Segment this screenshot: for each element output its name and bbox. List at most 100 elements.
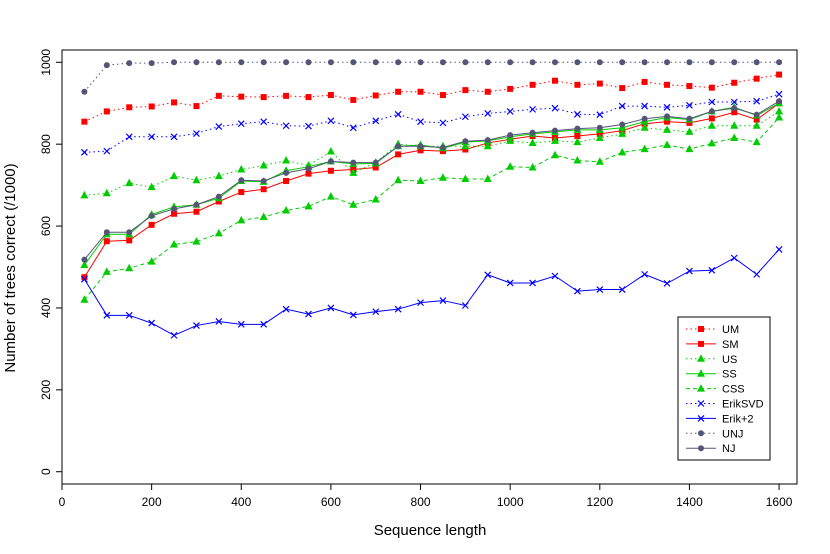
- data-point: [753, 59, 760, 66]
- data-point: [215, 59, 222, 66]
- x-marker-stroke: [439, 119, 447, 127]
- data-point: [439, 144, 446, 151]
- legend-label: SS: [722, 369, 737, 381]
- data-point: [619, 121, 626, 128]
- data-point: [395, 143, 402, 150]
- data-point: [394, 305, 402, 313]
- data-point: [148, 60, 155, 67]
- x-marker-stroke: [237, 120, 245, 128]
- data-point: [327, 92, 334, 99]
- legend-marker: [697, 384, 705, 392]
- data-point: [619, 59, 626, 66]
- data-point: [417, 147, 424, 154]
- x-marker-stroke: [596, 111, 604, 119]
- data-point: [529, 279, 537, 287]
- data-point: [327, 304, 335, 312]
- data-point: [305, 122, 312, 130]
- series-layer: [80, 59, 784, 339]
- data-point: [102, 188, 111, 197]
- data-point: [81, 88, 88, 95]
- x-marker-stroke: [573, 287, 581, 295]
- data-point: [573, 287, 581, 295]
- x-marker-stroke: [775, 90, 783, 98]
- x-marker-stroke: [417, 118, 424, 126]
- data-point: [730, 98, 738, 106]
- x-marker-stroke: [193, 322, 200, 329]
- data-point: [305, 170, 312, 177]
- data-point: [619, 85, 626, 92]
- data-point: [484, 59, 491, 66]
- data-point: [260, 320, 268, 328]
- x-marker-stroke: [80, 275, 88, 283]
- data-point: [664, 81, 671, 88]
- data-point: [148, 212, 155, 219]
- data-point: [282, 122, 290, 130]
- y-tick-label: 400: [39, 298, 53, 318]
- data-point: [126, 60, 133, 67]
- data-point: [305, 94, 312, 101]
- data-point: [507, 59, 514, 66]
- data-point: [484, 137, 491, 144]
- data-point: [595, 157, 604, 165]
- data-point: [461, 141, 470, 150]
- data-point: [506, 162, 515, 170]
- legend: UM SM US SS CSS ErikSVD Erik+2 UNJ NJ: [677, 316, 771, 461]
- series-line: [84, 102, 780, 266]
- x-tick-label: 1000: [497, 495, 524, 509]
- data-point: [574, 81, 581, 88]
- data-point: [686, 119, 693, 126]
- data-point: [171, 210, 178, 217]
- data-point: [641, 78, 648, 85]
- data-point: [170, 239, 179, 248]
- data-point: [708, 59, 715, 66]
- data-point: [439, 59, 446, 66]
- series-sm: [81, 100, 783, 281]
- series-line: [84, 93, 780, 153]
- data-point: [126, 237, 133, 244]
- data-point: [663, 140, 672, 148]
- data-point: [372, 159, 379, 166]
- data-point: [686, 59, 693, 66]
- data-point: [507, 85, 514, 92]
- series-um: [81, 71, 783, 125]
- legend-marker: [697, 400, 705, 407]
- data-point: [708, 115, 715, 122]
- data-point: [640, 123, 649, 131]
- data-point: [776, 71, 783, 78]
- data-point: [147, 257, 156, 265]
- data-point: [103, 311, 111, 319]
- x-axis: 0 200 400 600 800 1000 1200 1400 1600: [59, 484, 793, 509]
- data-point: [439, 119, 447, 127]
- data-point: [283, 59, 290, 66]
- x-marker-stroke: [663, 103, 671, 111]
- data-point: [126, 104, 133, 111]
- data-point: [103, 62, 110, 69]
- x-marker-stroke: [641, 270, 649, 278]
- legend-label: UM: [722, 324, 739, 336]
- data-point: [529, 105, 537, 113]
- legend-marker: [698, 445, 704, 452]
- data-point: [707, 138, 716, 147]
- data-point: [215, 193, 222, 200]
- legend-label: CSS: [722, 384, 745, 396]
- data-point: [193, 208, 200, 215]
- data-point: [350, 159, 357, 166]
- data-point: [80, 275, 88, 283]
- data-point: [573, 156, 582, 164]
- x-tick-label: 1200: [586, 495, 613, 509]
- x-tick-label: 600: [321, 495, 341, 509]
- x-marker-stroke: [551, 272, 559, 280]
- x-marker-stroke: [618, 102, 626, 110]
- x-marker-stroke: [305, 122, 312, 130]
- data-point: [372, 117, 380, 125]
- data-point: [550, 136, 559, 144]
- x-marker-stroke: [372, 117, 380, 125]
- x-marker-stroke: [170, 331, 178, 339]
- data-point: [753, 111, 760, 118]
- data-point: [326, 147, 335, 155]
- x-marker-stroke: [686, 101, 693, 109]
- data-point: [573, 110, 581, 118]
- data-point: [708, 108, 715, 115]
- data-point: [238, 93, 245, 100]
- data-point: [461, 113, 469, 121]
